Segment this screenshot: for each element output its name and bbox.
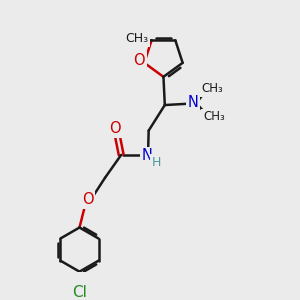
Text: N: N bbox=[141, 148, 152, 163]
Text: O: O bbox=[82, 192, 93, 207]
Text: O: O bbox=[134, 53, 145, 68]
Text: H: H bbox=[152, 156, 161, 169]
Text: Cl: Cl bbox=[72, 285, 87, 300]
Text: O: O bbox=[109, 121, 120, 136]
Text: CH₃: CH₃ bbox=[202, 82, 223, 95]
Text: N: N bbox=[188, 95, 199, 110]
Text: CH₃: CH₃ bbox=[203, 110, 225, 123]
Text: CH₃: CH₃ bbox=[125, 32, 148, 45]
